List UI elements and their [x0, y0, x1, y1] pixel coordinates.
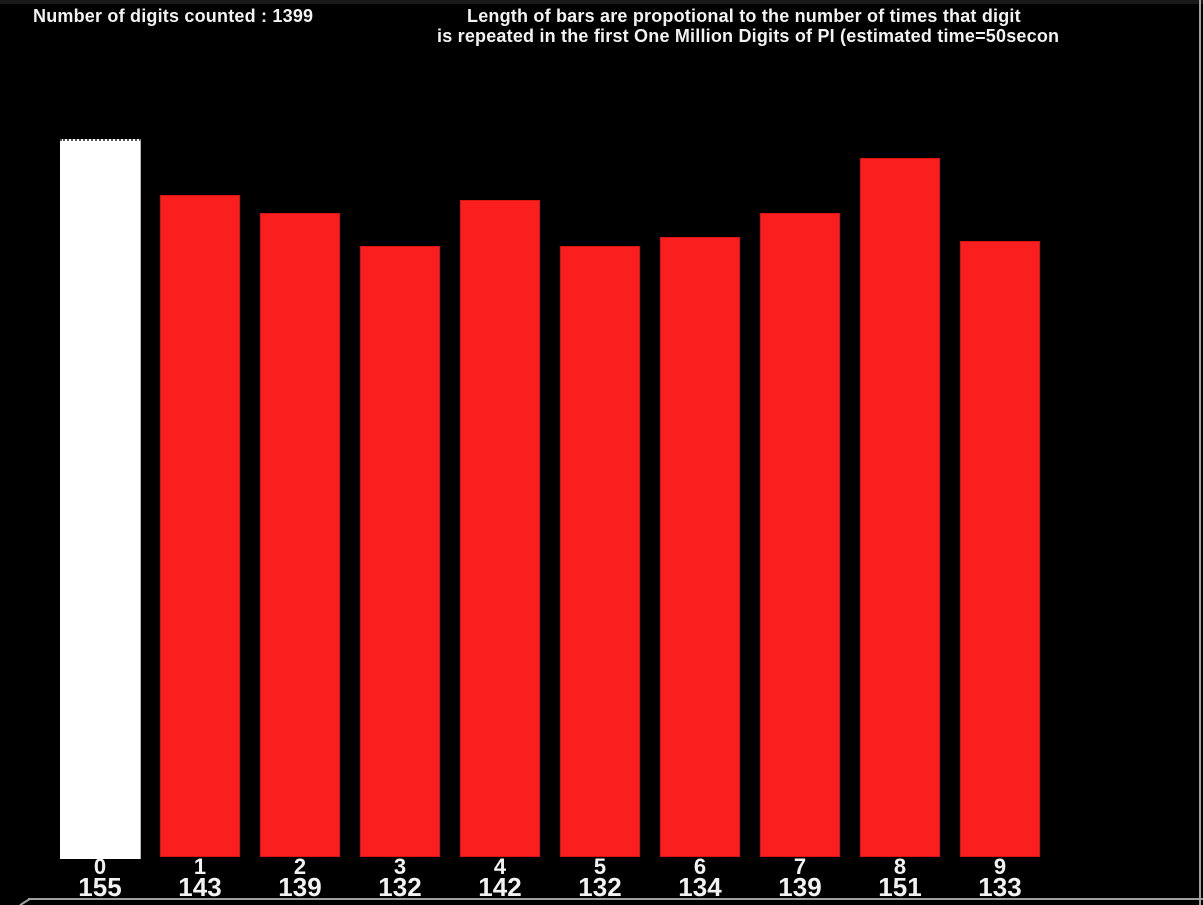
window-border-right	[1199, 0, 1201, 905]
bar-count-label-8: 151	[878, 872, 922, 902]
bar-digit-3	[360, 246, 440, 857]
bar-digit-label-8: 8	[893, 854, 907, 879]
description-line-2: is repeated in the first One Million Dig…	[437, 26, 1060, 46]
bar-count-label-2: 139	[278, 872, 322, 902]
bar-digit-label-7: 7	[793, 854, 807, 879]
bar-digit-5	[560, 246, 640, 857]
bar-count-label-9: 133	[978, 872, 1022, 902]
bar-digit-label-3: 3	[393, 854, 407, 879]
bar-digit-2	[260, 213, 340, 857]
bar-digit-8	[860, 158, 940, 857]
bar-count-label-0: 155	[78, 872, 122, 902]
bar-digit-label-4: 4	[493, 854, 507, 879]
digit-count-status: Number of digits counted : 1399	[33, 6, 314, 26]
description-line-1: Length of bars are propotional to the nu…	[467, 6, 1021, 26]
window-top-edge	[0, 0, 1203, 4]
bar-digit-label-9: 9	[993, 854, 1007, 879]
bar-digit-0	[60, 139, 141, 859]
bar-digit-6	[660, 237, 740, 857]
bar-digit-7	[760, 213, 840, 857]
bar-digit-4	[460, 200, 540, 857]
bar-digit-label-1: 1	[193, 854, 207, 879]
bar-count-label-4: 142	[478, 872, 522, 902]
bar-digit-label-5: 5	[593, 854, 607, 879]
header: Number of digits counted : 1399 Length o…	[0, 0, 1199, 62]
bar-count-label-3: 132	[378, 872, 422, 902]
bar-count-label-7: 139	[778, 872, 822, 902]
window-border-bottom	[28, 898, 1203, 900]
bar-digit-label-6: 6	[693, 854, 707, 879]
bar-digit-label-0: 0	[93, 854, 107, 879]
bar-count-label-5: 132	[578, 872, 622, 902]
bar-digit-9	[960, 241, 1040, 857]
bar-count-label-6: 134	[678, 872, 722, 902]
bar-digit-label-2: 2	[293, 854, 307, 879]
bar-count-label-1: 143	[178, 872, 222, 902]
bar-digit-1	[160, 195, 240, 857]
